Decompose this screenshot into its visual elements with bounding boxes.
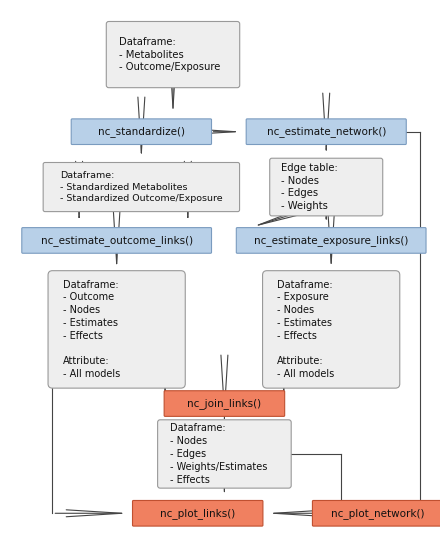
FancyBboxPatch shape <box>48 271 185 388</box>
Text: nc_standardize(): nc_standardize() <box>98 126 185 137</box>
Text: nc_estimate_exposure_links(): nc_estimate_exposure_links() <box>254 235 408 246</box>
FancyBboxPatch shape <box>22 227 212 253</box>
FancyBboxPatch shape <box>132 500 263 526</box>
Text: nc_estimate_outcome_links(): nc_estimate_outcome_links() <box>40 235 193 246</box>
FancyBboxPatch shape <box>312 500 440 526</box>
FancyBboxPatch shape <box>263 271 400 388</box>
Text: Dataframe:
- Metabolites
- Outcome/Exposure: Dataframe: - Metabolites - Outcome/Expos… <box>119 37 220 72</box>
Text: Dataframe:
- Outcome
- Nodes
- Estimates
- Effects

Attribute:
- All models: Dataframe: - Outcome - Nodes - Estimates… <box>62 280 120 379</box>
FancyBboxPatch shape <box>164 391 285 416</box>
Text: nc_estimate_network(): nc_estimate_network() <box>267 126 386 137</box>
Text: nc_plot_links(): nc_plot_links() <box>160 508 235 519</box>
FancyBboxPatch shape <box>270 158 383 216</box>
Text: Dataframe:
- Exposure
- Nodes
- Estimates
- Effects

Attribute:
- All models: Dataframe: - Exposure - Nodes - Estimate… <box>277 280 334 379</box>
Text: Edge table:
- Nodes
- Edges
- Weights: Edge table: - Nodes - Edges - Weights <box>281 163 337 211</box>
Text: Dataframe:
- Nodes
- Edges
- Weights/Estimates
- Effects: Dataframe: - Nodes - Edges - Weights/Est… <box>170 423 268 485</box>
FancyBboxPatch shape <box>246 119 406 145</box>
FancyBboxPatch shape <box>71 119 212 145</box>
FancyBboxPatch shape <box>43 162 239 212</box>
FancyBboxPatch shape <box>106 22 240 88</box>
Text: nc_plot_network(): nc_plot_network() <box>331 508 425 519</box>
FancyBboxPatch shape <box>236 227 426 253</box>
Text: nc_join_links(): nc_join_links() <box>187 398 261 409</box>
FancyBboxPatch shape <box>158 420 291 488</box>
Text: Dataframe:
- Standardized Metabolites
- Standardized Outcome/Exposure: Dataframe: - Standardized Metabolites - … <box>60 171 223 203</box>
